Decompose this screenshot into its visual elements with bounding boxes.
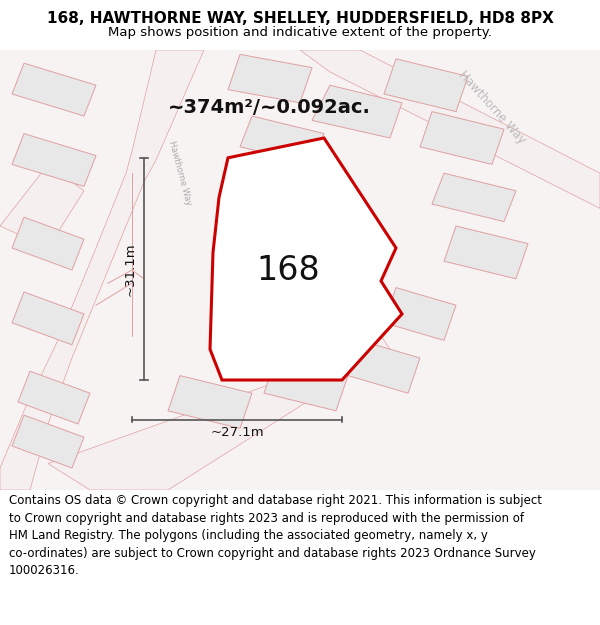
Polygon shape xyxy=(18,371,90,424)
Text: ~27.1m: ~27.1m xyxy=(210,426,264,439)
Polygon shape xyxy=(48,322,390,490)
Polygon shape xyxy=(12,415,84,468)
Polygon shape xyxy=(228,54,312,102)
Polygon shape xyxy=(168,376,252,428)
Text: 168, HAWTHORNE WAY, SHELLEY, HUDDERSFIELD, HD8 8PX: 168, HAWTHORNE WAY, SHELLEY, HUDDERSFIEL… xyxy=(47,11,553,26)
Polygon shape xyxy=(0,164,84,248)
Polygon shape xyxy=(240,116,324,164)
Polygon shape xyxy=(0,50,204,490)
Text: Map shows position and indicative extent of the property.: Map shows position and indicative extent… xyxy=(108,26,492,39)
Text: Hawthorne Way: Hawthorne Way xyxy=(456,68,528,146)
Polygon shape xyxy=(12,292,84,345)
Polygon shape xyxy=(300,50,600,208)
Text: ~31.1m: ~31.1m xyxy=(124,242,137,296)
Polygon shape xyxy=(264,358,348,411)
Polygon shape xyxy=(444,226,528,279)
Text: Contains OS data © Crown copyright and database right 2021. This information is : Contains OS data © Crown copyright and d… xyxy=(9,494,542,577)
Text: ~374m²/~0.092ac.: ~374m²/~0.092ac. xyxy=(168,98,371,117)
Text: 168: 168 xyxy=(256,254,320,286)
Polygon shape xyxy=(210,138,402,380)
Polygon shape xyxy=(420,112,504,164)
Text: Hawthorne Way: Hawthorne Way xyxy=(167,140,193,206)
Polygon shape xyxy=(348,341,420,393)
Polygon shape xyxy=(384,288,456,341)
Polygon shape xyxy=(384,59,468,112)
Polygon shape xyxy=(312,85,402,138)
Polygon shape xyxy=(12,217,84,270)
Polygon shape xyxy=(12,134,96,186)
Polygon shape xyxy=(432,173,516,222)
Polygon shape xyxy=(12,63,96,116)
